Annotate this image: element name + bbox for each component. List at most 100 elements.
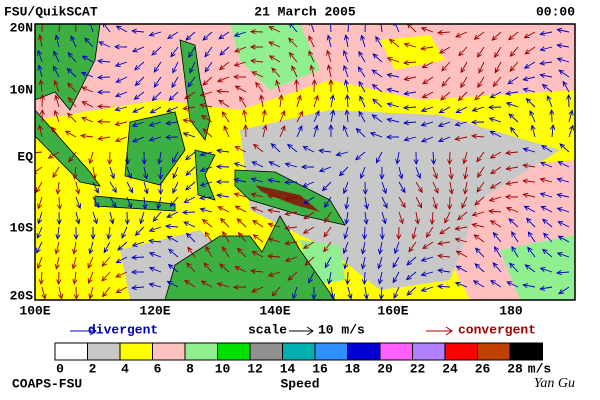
wind-arrow	[268, 161, 281, 168]
wind-arrow	[361, 271, 368, 286]
colorbar-label: 6	[154, 361, 162, 376]
wind-arrow	[266, 253, 281, 259]
wind-arrow	[392, 256, 400, 269]
wind-arrow	[379, 166, 385, 181]
wind-arrow	[541, 218, 553, 228]
wind-arrow	[313, 124, 319, 138]
wind-arrow	[505, 180, 519, 186]
wind-arrow	[35, 151, 43, 154]
wind-arrow	[126, 166, 133, 180]
wind-arrow	[64, 130, 77, 138]
wind-arrow	[124, 211, 130, 226]
wind-arrow	[457, 91, 468, 102]
wind-arrow	[133, 61, 145, 71]
wind-arrow	[344, 93, 350, 108]
wind-arrow	[556, 43, 570, 49]
wind-arrow	[204, 61, 213, 73]
legend-divergent: divergent	[88, 322, 158, 337]
wind-arrow	[308, 50, 315, 63]
wind-arrow	[363, 196, 370, 210]
wind-arrow	[268, 55, 281, 63]
wind-arrow	[378, 286, 384, 300]
wind-arrow	[476, 181, 485, 193]
wind-arrow	[330, 109, 336, 123]
wind-arrow	[126, 196, 133, 210]
wind-arrow	[539, 177, 553, 183]
wind-arrow	[267, 237, 281, 243]
scale-arrow	[289, 326, 314, 336]
divergent-arrow	[70, 326, 97, 336]
wind-arrow	[205, 245, 213, 258]
wind-arrow	[311, 78, 317, 93]
wind-arrow	[375, 35, 383, 48]
wind-arrow	[153, 61, 162, 73]
wind-arrow	[171, 151, 179, 164]
wind-arrow	[167, 263, 179, 273]
wind-arrow	[566, 93, 572, 108]
colorbar-label: 4	[121, 361, 129, 376]
wind-arrow	[488, 117, 502, 123]
colorbar-box	[249, 342, 283, 361]
wind-arrow	[313, 94, 319, 108]
wind-arrow	[72, 271, 78, 285]
wind-arrow	[172, 61, 179, 74]
wind-arrow	[437, 240, 451, 246]
wind-arrow	[250, 58, 264, 64]
wind-arrow	[251, 251, 264, 258]
wind-arrow	[148, 282, 162, 288]
wind-arrow	[492, 76, 502, 88]
wind-arrow	[463, 166, 469, 180]
wind-arrow	[540, 206, 553, 213]
colorbar-label: 18	[345, 361, 361, 376]
wind-arrow	[493, 246, 502, 258]
wind-arrow	[555, 270, 570, 276]
wind-arrow	[474, 263, 485, 273]
wind-arrow	[345, 271, 351, 286]
wind-arrow	[522, 163, 536, 169]
wind-arrow	[311, 286, 317, 300]
wind-arrow	[522, 76, 536, 82]
wind-arrow	[166, 280, 179, 288]
wind-arrow	[182, 132, 196, 138]
colorbar-box	[379, 342, 413, 361]
header-date: 21 March 2005	[254, 4, 356, 19]
wind-arrow	[321, 181, 332, 192]
wind-arrow	[343, 79, 349, 93]
wind-arrow	[432, 196, 438, 210]
wind-arrow	[133, 91, 145, 100]
wind-arrow	[539, 30, 553, 36]
wind-arrow	[184, 279, 196, 288]
wind-arrow	[371, 83, 383, 93]
wind-arrow	[115, 25, 128, 33]
wind-arrow	[37, 196, 43, 210]
wind-arrow	[393, 286, 400, 299]
wind-arrow	[115, 286, 128, 294]
wind-arrow	[288, 37, 298, 48]
wind-arrow	[131, 136, 145, 143]
wind-arrow	[201, 218, 213, 228]
wind-arrow	[429, 211, 435, 226]
colorbar-label: 12	[247, 361, 263, 376]
wind-arrow	[80, 133, 94, 139]
wind-arrow	[303, 196, 315, 205]
wind-arrow	[302, 146, 315, 153]
wind-arrow	[494, 46, 502, 59]
wind-arrow	[88, 24, 94, 33]
wind-arrow	[556, 177, 570, 183]
wind-arrow	[203, 262, 213, 273]
wind-arrow	[148, 238, 162, 244]
wind-arrow	[472, 280, 485, 288]
wind-arrow	[556, 27, 570, 33]
wind-arrow	[343, 34, 350, 48]
footer-left: COAPS-FSU	[12, 376, 82, 391]
wind-arrow	[54, 34, 60, 48]
wind-arrow	[490, 280, 502, 288]
colorbar-label: 8	[186, 361, 194, 376]
wind-arrow	[92, 211, 98, 225]
wind-arrow	[181, 209, 196, 215]
wind-arrow	[113, 44, 128, 50]
wind-arrow	[153, 76, 162, 88]
wind-arrow	[381, 196, 388, 209]
colorbar-unit: m/s	[528, 361, 552, 376]
colorbar-box	[217, 342, 251, 361]
